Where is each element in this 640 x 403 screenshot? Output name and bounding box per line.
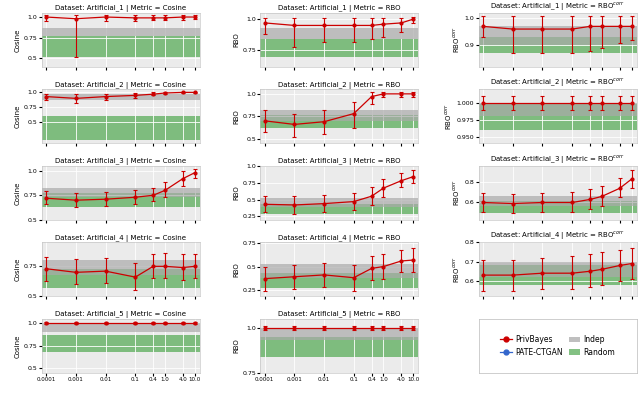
Title: Dataset: Artificial_4 | Metric = RBO: Dataset: Artificial_4 | Metric = RBO: [278, 235, 401, 242]
Title: Dataset: Artificial_3 | Metric = RBO: Dataset: Artificial_3 | Metric = RBO: [278, 158, 401, 165]
Bar: [479, 262, 637, 277]
Bar: [260, 204, 419, 214]
Title: Dataset: Artificial_4 | Metric = Cosine: Dataset: Artificial_4 | Metric = Cosine: [55, 235, 186, 242]
Bar: [42, 335, 200, 352]
Bar: [42, 94, 200, 100]
Bar: [479, 103, 637, 116]
Bar: [42, 36, 200, 57]
Bar: [260, 114, 419, 128]
Title: Dataset: Artificial_2 | Metric = RBO: Dataset: Artificial_2 | Metric = RBO: [278, 82, 401, 89]
Bar: [42, 323, 200, 332]
Bar: [260, 197, 419, 207]
Y-axis label: RBO$^{corr}$: RBO$^{corr}$: [444, 103, 454, 130]
Bar: [479, 266, 637, 285]
Y-axis label: RBO: RBO: [234, 33, 239, 47]
Title: Dataset: Artificial_1 | Metric = Cosine: Dataset: Artificial_1 | Metric = Cosine: [55, 5, 186, 12]
Bar: [260, 39, 419, 57]
Y-axis label: RBO$^{corr}$: RBO$^{corr}$: [451, 256, 461, 283]
Y-axis label: RBO: RBO: [234, 262, 239, 277]
Y-axis label: Cosine: Cosine: [15, 334, 21, 357]
Title: Dataset: Artificial_4 | Metric = RBO$^{corr}$: Dataset: Artificial_4 | Metric = RBO$^{c…: [490, 230, 625, 242]
Bar: [42, 193, 200, 207]
Y-axis label: Cosine: Cosine: [15, 105, 21, 128]
Y-axis label: Cosine: Cosine: [15, 181, 21, 205]
Title: Dataset: Artificial_2 | Metric = RBO$^{corr}$: Dataset: Artificial_2 | Metric = RBO$^{c…: [490, 77, 625, 89]
Bar: [479, 26, 637, 45]
Legend: PrivBayes, PATE-CTGAN, Indep, Random: PrivBayes, PATE-CTGAN, Indep, Random: [497, 331, 619, 361]
Y-axis label: RBO: RBO: [234, 185, 239, 200]
Title: Dataset: Artificial_3 | Metric = Cosine: Dataset: Artificial_3 | Metric = Cosine: [55, 158, 186, 165]
Title: Dataset: Artificial_5 | Metric = Cosine: Dataset: Artificial_5 | Metric = Cosine: [55, 311, 186, 318]
Title: Dataset: Artificial_5 | Metric = RBO: Dataset: Artificial_5 | Metric = RBO: [278, 311, 401, 318]
Bar: [42, 260, 200, 275]
Bar: [260, 28, 419, 39]
Y-axis label: Cosine: Cosine: [15, 28, 21, 52]
Bar: [260, 337, 419, 357]
Bar: [260, 110, 419, 121]
Title: Dataset: Artificial_3 | Metric = RBO$^{corr}$: Dataset: Artificial_3 | Metric = RBO$^{c…: [490, 154, 625, 166]
Bar: [42, 116, 200, 140]
Y-axis label: RBO: RBO: [234, 109, 239, 124]
Bar: [479, 202, 637, 213]
Title: Dataset: Artificial_1 | Metric = RBO$^{corr}$: Dataset: Artificial_1 | Metric = RBO$^{c…: [490, 0, 625, 13]
Bar: [42, 269, 200, 288]
Title: Dataset: Artificial_1 | Metric = RBO: Dataset: Artificial_1 | Metric = RBO: [278, 5, 401, 12]
Bar: [42, 28, 200, 36]
Y-axis label: Cosine: Cosine: [15, 258, 21, 281]
Bar: [260, 328, 419, 341]
Bar: [260, 264, 419, 278]
Bar: [479, 37, 637, 53]
Bar: [479, 196, 637, 206]
Y-axis label: RBO$^{corr}$: RBO$^{corr}$: [451, 26, 461, 54]
Title: Dataset: Artificial_2 | Metric = Cosine: Dataset: Artificial_2 | Metric = Cosine: [55, 82, 186, 89]
Bar: [260, 273, 419, 288]
Bar: [42, 189, 200, 197]
Y-axis label: RBO$^{corr}$: RBO$^{corr}$: [451, 179, 462, 206]
Y-axis label: RBO: RBO: [234, 339, 239, 353]
Bar: [479, 103, 637, 130]
